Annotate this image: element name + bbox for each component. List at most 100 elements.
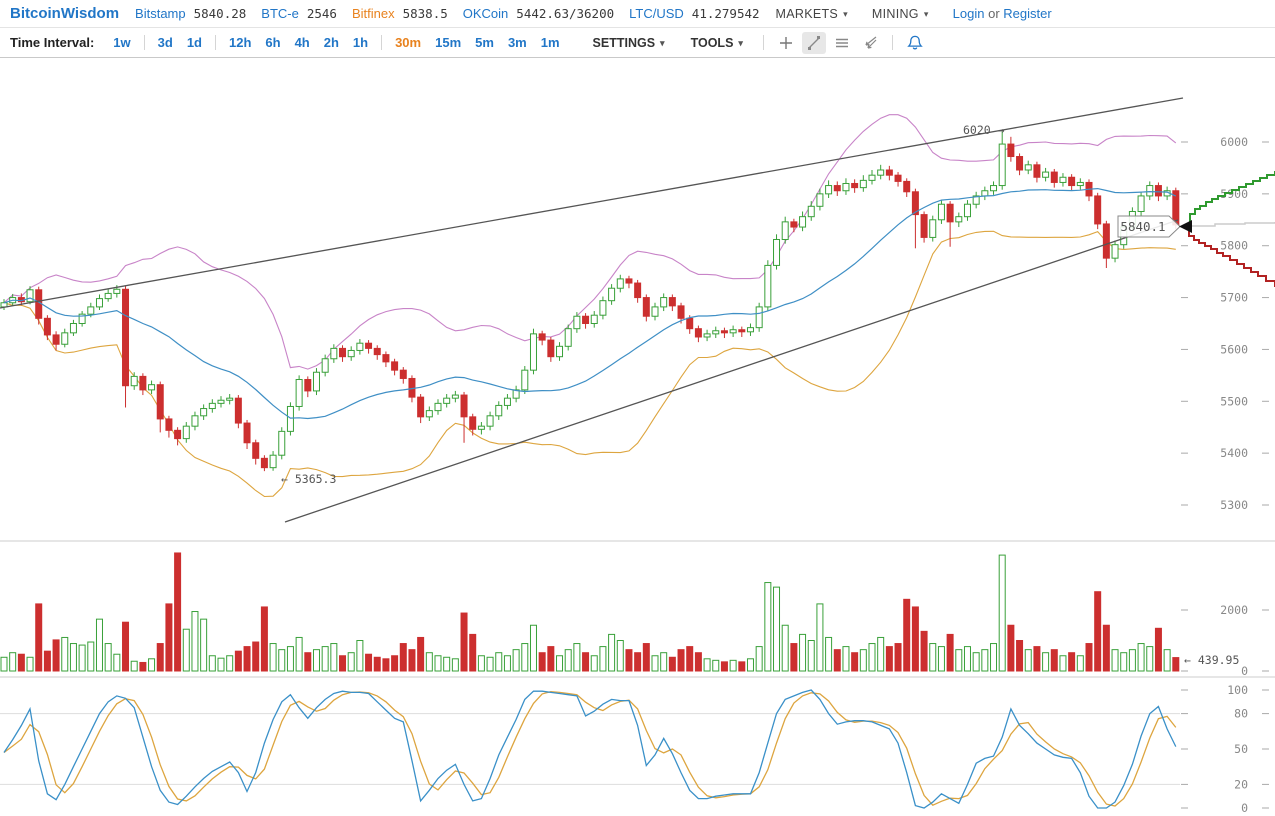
volume-bar [356, 640, 364, 672]
register-link[interactable]: Register [1003, 6, 1052, 21]
candle-body [95, 298, 103, 308]
candle-body [260, 457, 268, 469]
interval-5m[interactable]: 5m [475, 35, 494, 50]
volume-bar [1033, 646, 1041, 672]
trendline[interactable] [0, 97, 1184, 309]
volume-bar [781, 624, 789, 672]
quote-exchange-link[interactable]: Bitfinex [351, 6, 395, 21]
chevron-down-icon: ▾ [843, 9, 848, 19]
candle-body [425, 410, 433, 418]
candle-body [764, 264, 772, 308]
volume-bar [208, 655, 216, 672]
volume-bar [651, 655, 659, 672]
candle-body [61, 332, 69, 345]
interval-1w[interactable]: 1w [113, 35, 131, 50]
quote-exchange-link[interactable]: OKCoin [462, 6, 509, 21]
volume-bar [226, 655, 234, 672]
volume-bar [330, 643, 338, 672]
volume-bar [269, 643, 277, 672]
volume-bar [599, 646, 607, 672]
volume-bar [807, 640, 815, 672]
quote-exchange-link[interactable]: Bitstamp [135, 6, 186, 21]
candle-body [720, 330, 728, 334]
interval-30m[interactable]: 30m [395, 35, 422, 50]
candle-body [434, 402, 442, 412]
horizontal-lines-tool-icon[interactable] [830, 32, 854, 54]
quote-exchange-link[interactable]: LTC/USD [629, 6, 684, 21]
candle-body [807, 205, 815, 218]
high-annotation: 6020 → [963, 123, 1005, 137]
volume-bar [998, 554, 1006, 672]
candle-body [182, 425, 190, 440]
volume-bar [243, 646, 251, 672]
volume-bar [148, 658, 156, 672]
interval-15m[interactable]: 15m [435, 35, 462, 50]
login-link[interactable]: Login [952, 6, 985, 21]
candle-body [252, 442, 260, 459]
interval-1h[interactable]: 1h [352, 35, 369, 50]
candle-body [894, 174, 902, 182]
price-marker-arrow [1179, 220, 1192, 233]
drawing-tools [757, 31, 927, 54]
volume-bar [417, 636, 425, 672]
volume-bar [972, 652, 980, 672]
toolbar-separator [762, 35, 764, 50]
interval-6h[interactable]: 6h [265, 35, 281, 50]
interval-1m[interactable]: 1m [540, 35, 560, 50]
volume-bar [286, 646, 294, 672]
volume-bar [1076, 655, 1084, 672]
price-axis: 6000 5900 5800 5700 5600 5500 5400 5300 2000 0 100… [1181, 135, 1269, 815]
trendlines[interactable] [0, 97, 1184, 523]
volume-bar [1024, 649, 1032, 672]
candle-body [503, 397, 511, 406]
candle-body [816, 193, 824, 207]
interval-12h[interactable]: 12h [228, 35, 252, 50]
volume-bar [903, 598, 911, 672]
interval-4h[interactable]: 4h [294, 35, 310, 50]
price-chart-canvas[interactable]: 6000 5900 5800 5700 5600 5500 5400 5300 2000 0 100… [0, 58, 1275, 816]
markets-menu[interactable]: MARKETS ▾ [776, 7, 848, 21]
candlestick-series [0, 131, 1180, 472]
candle-body [165, 418, 173, 431]
app-logo[interactable]: BitcoinWisdom [10, 5, 120, 22]
trendline-tool-icon[interactable] [801, 31, 826, 54]
candle-body [130, 375, 138, 387]
interval-1d[interactable]: 1d [186, 35, 202, 50]
tools-menu[interactable]: TOOLS ▾ [691, 36, 743, 50]
candle-body [634, 282, 642, 299]
sma20-line [3, 187, 1177, 420]
volume-bar [521, 643, 529, 672]
chart-toolbar: Time Interval: 1w 3d 1d 12h 6h 4h 2h 1h 30m 15m 5m… [0, 28, 1275, 58]
volume-bar [87, 641, 95, 672]
volume-bar [712, 659, 720, 672]
mining-menu-label: MINING [871, 6, 919, 21]
crosshair-plus-icon[interactable] [774, 32, 798, 54]
trendline[interactable] [284, 219, 1179, 523]
settings-menu[interactable]: SETTINGS ▾ [593, 36, 665, 50]
interval-3m[interactable]: 3m [507, 35, 527, 50]
candle-body [243, 422, 251, 444]
candle-body [582, 315, 590, 324]
moving-average-line [3, 187, 1177, 420]
volume-bar [538, 652, 546, 672]
axis-label: 100 [1227, 683, 1248, 697]
volume-bar [937, 646, 945, 672]
interval-2h[interactable]: 2h [323, 35, 339, 50]
candle-body [972, 195, 980, 205]
fan-tool-icon[interactable] [858, 32, 882, 54]
alerts-bell-icon[interactable] [903, 32, 927, 54]
candle-body [43, 317, 51, 336]
stoch-k-line [3, 689, 1177, 809]
candle-body [356, 342, 364, 351]
volume-bar [234, 650, 242, 672]
volume-bar [616, 640, 624, 672]
candle-body [781, 221, 789, 240]
interval-3d[interactable]: 3d [157, 35, 173, 50]
quote-exchange-link[interactable]: BTC-e [261, 6, 299, 21]
candle-body [590, 314, 598, 324]
candle-body [373, 347, 381, 356]
mining-menu[interactable]: MINING ▾ [872, 7, 929, 21]
volume-bar [660, 652, 668, 672]
volume-bar [304, 652, 312, 672]
volume-bar [512, 649, 520, 672]
